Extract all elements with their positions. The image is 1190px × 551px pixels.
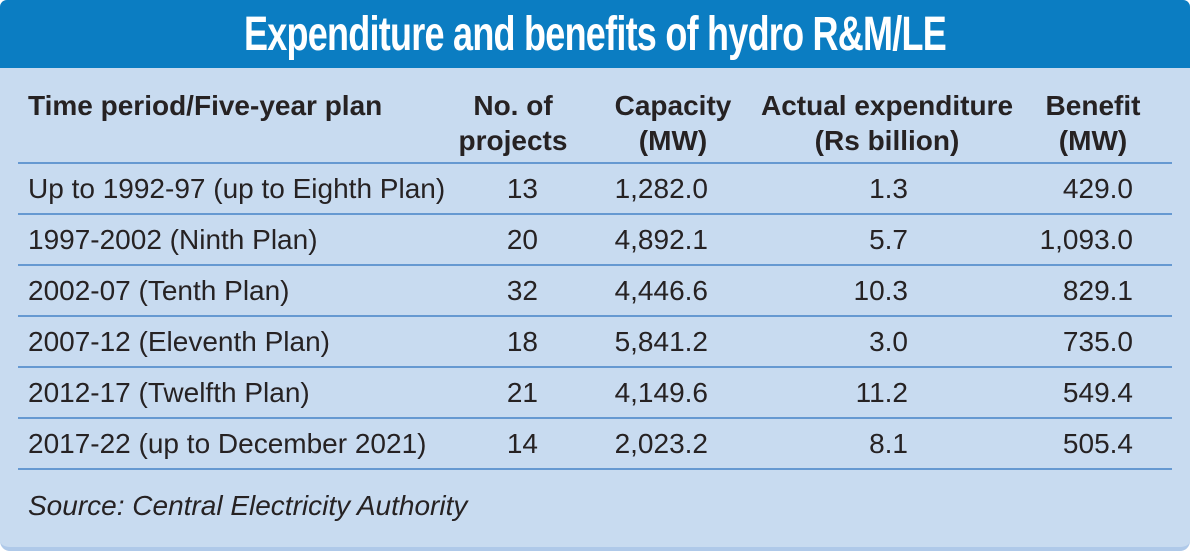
figure-title: Expenditure and benefits of hydro R&M/LE (243, 7, 947, 61)
source-note: Source: Central Electricity Authority (28, 490, 468, 521)
cell-benefit: 549.4 (1062, 376, 1133, 408)
table-row: 2007-12 (Eleventh Plan) 18 5,841.2 3.0 7… (18, 317, 1172, 368)
header-actual-expenditure: Actual expenditure (Rs billion) (760, 88, 1014, 158)
cell-projects: 13 (506, 172, 538, 204)
cell-projects: 32 (506, 274, 538, 306)
cell-benefit: 1,093.0 (1039, 223, 1133, 255)
header-line: (MW) (638, 125, 708, 156)
cell-expenditure: 8.1 (869, 427, 908, 459)
cell-capacity: 1,282.0 (614, 172, 708, 204)
header-line: (Rs billion) (814, 125, 960, 156)
cell-period: 2007-12 (Eleventh Plan) (28, 325, 330, 357)
cell-period: Up to 1992-97 (up to Eighth Plan) (28, 172, 446, 204)
cell-capacity: 4,892.1 (614, 223, 708, 255)
cell-capacity: 5,841.2 (614, 325, 708, 357)
header-line: Benefit (1045, 90, 1141, 121)
header-benefit: Benefit (MW) (1014, 88, 1172, 158)
cell-benefit: 429.0 (1062, 172, 1133, 204)
cell-projects: 14 (506, 427, 538, 459)
header-time-period: Time period/Five-year plan (18, 88, 440, 123)
header-line: Actual expenditure (760, 90, 1014, 121)
cell-capacity: 4,149.6 (614, 376, 708, 408)
cell-expenditure: 5.7 (869, 223, 908, 255)
cell-capacity: 4,446.6 (614, 274, 708, 306)
cell-expenditure: 11.2 (855, 376, 908, 408)
cell-projects: 18 (506, 325, 538, 357)
cell-expenditure: 3.0 (869, 325, 908, 357)
title-bar: Expenditure and benefits of hydro R&M/LE (0, 0, 1190, 68)
header-capacity: Capacity (MW) (586, 88, 760, 158)
header-line: Capacity (614, 90, 732, 121)
cell-benefit: 829.1 (1062, 274, 1133, 306)
cell-projects: 21 (506, 376, 538, 408)
cell-period: 2012-17 (Twelfth Plan) (28, 376, 310, 408)
cell-period: 1997-2002 (Ninth Plan) (28, 223, 318, 255)
table-row: 2012-17 (Twelfth Plan) 21 4,149.6 11.2 5… (18, 368, 1172, 419)
table-row: Up to 1992-97 (up to Eighth Plan) 13 1,2… (18, 164, 1172, 215)
header-line: (MW) (1058, 125, 1128, 156)
cell-period: 2017-22 (up to December 2021) (28, 427, 427, 459)
table-row: 2002-07 (Tenth Plan) 32 4,446.6 10.3 829… (18, 266, 1172, 317)
table-row: 1997-2002 (Ninth Plan) 20 4,892.1 5.7 1,… (18, 215, 1172, 266)
cell-benefit: 735.0 (1062, 325, 1133, 357)
table-header-row: Time period/Five-year plan No. of projec… (18, 68, 1172, 164)
table-row: 2017-22 (up to December 2021) 14 2,023.2… (18, 419, 1172, 470)
cell-expenditure: 10.3 (853, 274, 909, 306)
header-line: projects (458, 125, 568, 156)
cell-period: 2002-07 (Tenth Plan) (28, 274, 290, 306)
cell-benefit: 505.4 (1062, 427, 1133, 459)
header-line: Time period/Five-year plan (28, 90, 383, 121)
cell-expenditure: 1.3 (869, 172, 908, 204)
cell-projects: 20 (506, 223, 538, 255)
cell-capacity: 2,023.2 (614, 427, 708, 459)
header-no-of-projects: No. of projects (440, 88, 586, 158)
header-line: No. of (473, 90, 553, 121)
